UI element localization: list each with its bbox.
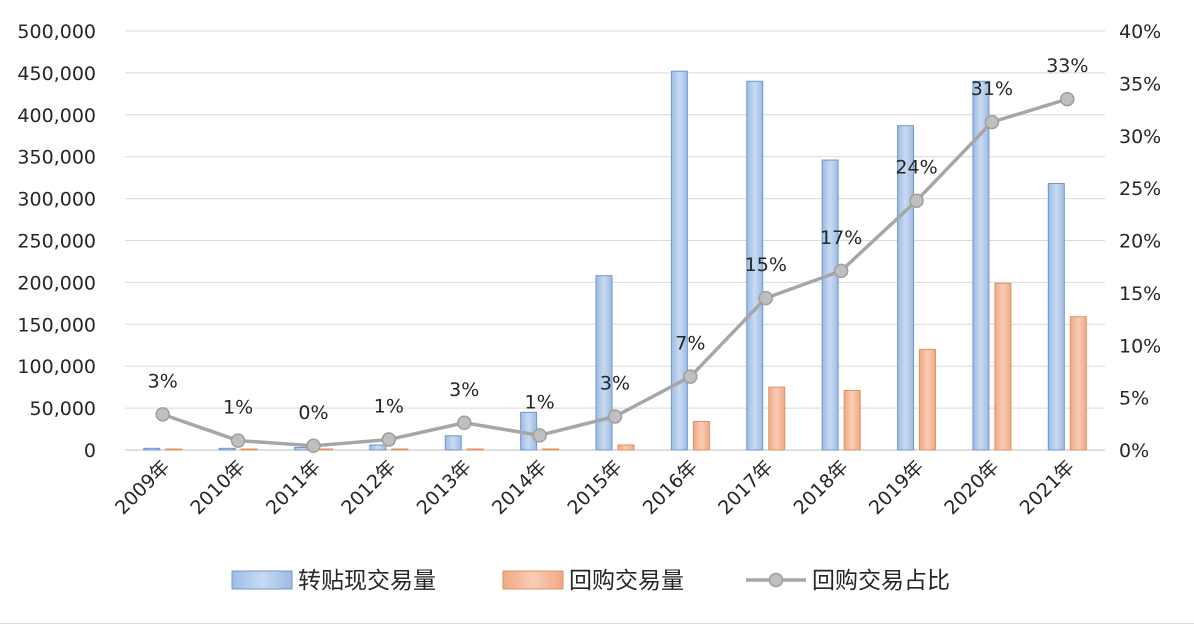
share-point <box>381 432 397 447</box>
y-left-tick-label: 300,000 <box>17 189 96 211</box>
y-right-tick-label: 35% <box>1119 73 1161 95</box>
share-data-label: 1% <box>223 397 253 419</box>
y-left-tick-label: 500,000 <box>17 21 96 43</box>
x-tick-label: 2019年 <box>865 456 928 519</box>
share-data-label: 1% <box>525 391 555 413</box>
legend-label-repo: 回购交易量 <box>569 568 684 594</box>
share-data-label: 1% <box>374 396 404 418</box>
share-data-label: 24% <box>895 157 937 179</box>
share-point <box>607 409 623 424</box>
y-right-tick-label: 30% <box>1119 126 1161 148</box>
y-left-tick-label: 150,000 <box>17 314 96 336</box>
share-point <box>155 407 170 422</box>
share-data-label: 0% <box>298 402 328 424</box>
bar-repo-volume <box>542 448 560 451</box>
bar-repo-volume <box>768 386 786 451</box>
y-right-tick-label: 10% <box>1119 335 1161 357</box>
legend-swatch-repo <box>502 570 564 590</box>
share-point <box>984 114 1000 130</box>
share-data-label: 3% <box>449 379 479 401</box>
bars <box>143 70 1087 451</box>
x-tick-label: 2011年 <box>262 456 325 519</box>
y-right-tick-label: 25% <box>1119 178 1161 200</box>
bar-repo-volume <box>843 390 861 451</box>
share-data-label: 7% <box>675 333 705 355</box>
bar-repo-volume <box>1069 316 1087 451</box>
x-tick-label: 2016年 <box>639 456 702 519</box>
bar-discount-volume <box>595 275 613 451</box>
y-right-tick-label: 0% <box>1119 440 1149 462</box>
bar-repo-volume <box>466 448 484 451</box>
x-tick-label: 2013年 <box>413 456 476 519</box>
x-tick-label: 2014年 <box>488 456 551 519</box>
bar-discount-volume <box>821 159 839 451</box>
share-line: 3% 1% 0% 1% 3% 1% 3% 7% 15% 17% 24% 31% 33% <box>148 55 1088 454</box>
bar-repo-volume <box>240 448 258 451</box>
bar-repo-volume <box>994 282 1012 451</box>
bar-discount-volume <box>972 80 990 451</box>
y-left-tick-label: 100,000 <box>17 356 96 378</box>
share-data-label: 33% <box>1046 55 1088 77</box>
legend: 转贴现交易量 回购交易量 回购交易占比 <box>231 568 950 594</box>
bar-discount-volume <box>444 435 462 451</box>
share-point <box>833 263 849 279</box>
y-left-tick-label: 450,000 <box>17 63 96 85</box>
share-point <box>230 433 246 448</box>
x-tick-label: 2017年 <box>714 456 777 519</box>
y-left-tick-label: 200,000 <box>17 272 96 294</box>
bar-discount-volume <box>670 70 688 451</box>
bar-discount-volume <box>1047 183 1065 451</box>
share-point <box>909 193 924 208</box>
bar-repo-volume <box>692 421 710 451</box>
bar-repo-volume <box>919 348 937 451</box>
legend-label-share: 回购交易占比 <box>812 568 950 594</box>
x-tick-label: 2015年 <box>563 456 626 519</box>
y-left-tick-label: 250,000 <box>17 231 96 253</box>
share-point <box>306 438 321 454</box>
bar-repo-volume <box>391 448 409 451</box>
x-tick-label: 2012年 <box>337 456 400 519</box>
y-right-tick-label: 5% <box>1119 388 1149 410</box>
share-data-label: 3% <box>148 370 178 392</box>
y-left-tick-label: 50,000 <box>30 398 96 420</box>
y-right-tick-label: 15% <box>1119 283 1161 305</box>
gridlines <box>125 30 1105 451</box>
legend-swatch-share-marker <box>768 572 784 588</box>
bar-discount-volume <box>143 447 161 451</box>
share-data-label: 31% <box>971 78 1013 100</box>
legend-swatch-discount <box>231 570 293 590</box>
x-tick-label: 2021年 <box>1016 456 1079 519</box>
x-tick-label: 2009年 <box>111 456 174 519</box>
bar-discount-volume <box>746 80 764 451</box>
y-left-tick-label: 400,000 <box>17 105 96 127</box>
y-right-tick-label: 20% <box>1119 231 1161 253</box>
bar-discount-volume <box>218 447 236 451</box>
share-point <box>456 415 472 431</box>
x-tick-label: 2018年 <box>790 456 853 519</box>
y-left-tick-label: 0 <box>84 440 96 462</box>
share-point <box>532 428 547 443</box>
share-data-label: 15% <box>745 254 787 276</box>
bar-repo-volume <box>617 444 635 451</box>
bar-discount-volume <box>369 444 387 451</box>
share-point <box>758 290 774 306</box>
x-tick-label: 2020年 <box>940 456 1003 519</box>
legend-label-discount: 转贴现交易量 <box>298 568 436 594</box>
share-point <box>683 369 698 384</box>
x-tick-label: 2010年 <box>186 456 249 519</box>
y-right-tick-label: 40% <box>1119 21 1161 43</box>
bottom-divider <box>0 623 1194 624</box>
share-data-label: 17% <box>820 227 862 249</box>
share-data-label: 3% <box>600 372 630 394</box>
bar-repo-volume <box>165 448 183 451</box>
share-point <box>1060 91 1075 107</box>
y-left-tick-label: 350,000 <box>17 147 96 169</box>
